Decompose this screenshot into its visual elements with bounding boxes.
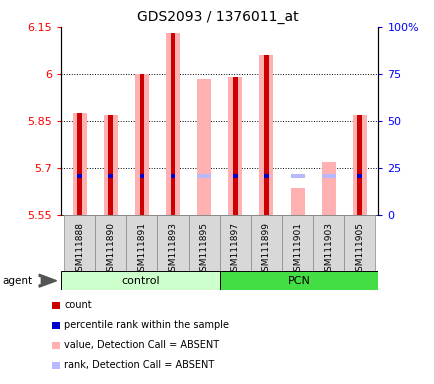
Bar bbox=[321, 162, 335, 215]
Bar bbox=[232, 77, 237, 215]
Bar bbox=[108, 174, 113, 178]
Bar bbox=[139, 174, 144, 178]
Bar bbox=[250, 215, 281, 271]
Bar bbox=[103, 115, 118, 215]
Bar bbox=[281, 215, 312, 271]
Text: GSM111901: GSM111901 bbox=[293, 222, 301, 277]
Bar bbox=[290, 189, 304, 215]
Bar bbox=[126, 215, 157, 271]
Text: GSM111895: GSM111895 bbox=[199, 222, 208, 277]
Bar bbox=[357, 115, 361, 215]
Bar bbox=[135, 74, 148, 215]
Bar bbox=[219, 215, 250, 271]
Bar bbox=[263, 174, 268, 178]
Bar bbox=[352, 115, 366, 215]
Text: GSM111890: GSM111890 bbox=[106, 222, 115, 277]
Text: GSM111897: GSM111897 bbox=[230, 222, 239, 277]
Bar bbox=[232, 174, 237, 178]
Bar bbox=[157, 215, 188, 271]
Text: control: control bbox=[121, 276, 159, 286]
Bar bbox=[77, 113, 82, 215]
Bar bbox=[219, 271, 378, 290]
Bar bbox=[263, 55, 268, 215]
Bar bbox=[64, 215, 95, 271]
Bar bbox=[321, 174, 335, 178]
Bar bbox=[77, 174, 82, 178]
Bar bbox=[259, 55, 273, 215]
Bar bbox=[108, 115, 113, 215]
Bar bbox=[95, 215, 126, 271]
Bar bbox=[197, 79, 210, 215]
Bar bbox=[312, 215, 343, 271]
Bar bbox=[170, 33, 175, 215]
Bar bbox=[343, 215, 375, 271]
Text: GDS2093 / 1376011_at: GDS2093 / 1376011_at bbox=[136, 10, 298, 23]
Bar bbox=[72, 113, 86, 215]
Bar bbox=[188, 215, 219, 271]
Bar bbox=[166, 33, 180, 215]
Text: GSM111905: GSM111905 bbox=[355, 222, 363, 277]
Text: GSM111903: GSM111903 bbox=[323, 222, 332, 277]
Text: agent: agent bbox=[2, 276, 32, 286]
Bar bbox=[170, 174, 175, 178]
Bar bbox=[61, 271, 219, 290]
Text: count: count bbox=[64, 300, 92, 310]
Text: value, Detection Call = ABSENT: value, Detection Call = ABSENT bbox=[64, 340, 219, 350]
Bar bbox=[228, 77, 242, 215]
Text: rank, Detection Call = ABSENT: rank, Detection Call = ABSENT bbox=[64, 360, 214, 370]
Bar bbox=[197, 174, 210, 178]
FancyArrow shape bbox=[39, 274, 56, 287]
Text: GSM111893: GSM111893 bbox=[168, 222, 177, 277]
Text: GSM111899: GSM111899 bbox=[261, 222, 270, 277]
Bar bbox=[139, 74, 144, 215]
Bar bbox=[290, 174, 304, 178]
Text: GSM111891: GSM111891 bbox=[137, 222, 146, 277]
Bar bbox=[357, 174, 361, 178]
Text: GSM111888: GSM111888 bbox=[75, 222, 84, 277]
Text: PCN: PCN bbox=[287, 276, 310, 286]
Text: percentile rank within the sample: percentile rank within the sample bbox=[64, 320, 229, 330]
